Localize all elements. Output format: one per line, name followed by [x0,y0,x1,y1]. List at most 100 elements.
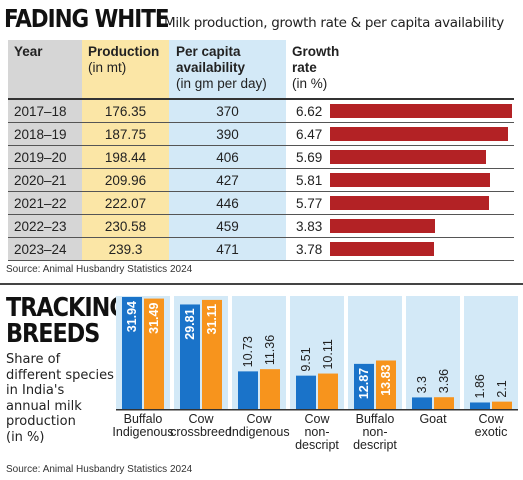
chart-description: Share of different species in India's an… [6,352,116,445]
chart-desc-line: (in %) [6,429,45,445]
header-growth: Growth rate (in %) [292,44,339,92]
year-column-bg [8,40,82,261]
row-production: 198.44 [104,150,147,165]
growth-bar [330,173,490,187]
growth-bar [330,127,508,141]
section-divider [0,283,523,285]
category-panel [464,296,518,409]
value-label-2023: 9.51 [299,347,313,371]
category-label: descript [353,438,397,452]
chart-source: Source: Animal Husbandry Statistics 2024 [6,464,193,475]
chart-desc-line: different species [6,367,114,383]
category-label: exotic [475,425,508,439]
header-production-unit: (in mt) [88,60,127,75]
bar-2024 [318,373,338,409]
row-per-capita: 390 [216,127,239,142]
table-title: FADING WHITE Milk production, growth rat… [4,4,504,38]
row-year: 2021–22 [14,196,67,211]
row-divider [8,145,514,146]
per-capita-column-bg [169,40,286,261]
bar-2024 [260,369,280,409]
row-per-capita: 427 [216,173,239,188]
bar-2023 [354,363,374,409]
row-production: 222.07 [104,196,147,211]
header-per-capita-unit: (in gm per day) [176,76,267,91]
header-growth-unit: (in %) [292,76,328,91]
chart-desc-line: annual milk [6,398,82,414]
header-per-capita-line1: Per capita [176,44,241,59]
category-label: non- [304,425,329,439]
row-growth: 3.78 [296,242,323,257]
category-label: Buffalo [124,412,163,426]
row-growth: 5.69 [296,150,323,165]
bar-2024 [202,299,222,409]
x-axis-line [116,409,518,411]
row-year: 2017–18 [14,104,67,119]
row-growth: 6.62 [296,104,323,119]
category-label: Cow [304,412,330,426]
row-year: 2020–21 [14,173,67,188]
value-label-2024: 2.1 [495,380,509,397]
row-production: 230.58 [104,219,147,234]
category-panel [406,296,460,409]
chart-title-line1: TRACKING [6,293,128,323]
value-label-2023: 12.87 [357,368,371,399]
chart-desc-line: in India's [6,383,65,398]
bar-2023 [470,402,490,409]
growth-bar [330,242,434,256]
bar-2023 [122,297,142,409]
value-label-2023: 1.86 [473,374,487,398]
table-subtitle: Milk production, growth rate & per capit… [164,15,504,31]
value-label-2023: 31.94 [125,301,139,332]
row-per-capita: 446 [216,196,239,211]
value-label-2024: 3.36 [437,369,451,393]
row-year: 2023–24 [14,242,67,257]
category-label: non- [362,425,387,439]
bar-2024 [434,397,454,409]
bar-2023 [180,304,200,409]
row-divider [8,191,514,192]
row-divider [8,122,514,123]
header-year: Year [14,44,43,59]
row-divider [8,214,514,215]
row-production: 209.96 [104,173,147,188]
row-per-capita: 471 [216,242,239,257]
category-label: Cow [188,412,214,426]
row-per-capita: 406 [216,150,239,165]
value-label-2023: 3.3 [415,376,429,393]
chart-title-line2: BREEDS [6,319,100,349]
header-growth-line1: Growth [292,44,340,59]
category-label: Indigenous [112,425,173,439]
value-label-2024: 31.11 [205,304,219,335]
row-production: 187.75 [104,127,147,142]
header-per-capita-line2: availability [176,60,246,75]
chart-desc-line: Share of [6,352,61,367]
row-growth: 3.83 [296,219,323,234]
value-label-2024: 31.49 [147,303,161,334]
header-growth-line2: rate [292,60,317,75]
growth-bar [330,150,487,164]
row-divider [8,237,514,238]
row-divider [8,260,514,261]
row-growth: 5.77 [296,196,323,211]
row-production: 239.3 [108,242,143,257]
value-label-2023: 10.73 [241,336,255,367]
chart-desc-line: production [6,414,76,429]
row-per-capita: 459 [216,219,239,234]
row-growth: 6.47 [296,127,323,142]
value-label-2024: 13.83 [379,364,393,395]
row-year: 2019–20 [14,150,67,165]
category-label: Cow [478,412,504,426]
value-label-2024: 10.11 [321,339,335,369]
category-label: Cow [246,412,272,426]
row-year: 2018–19 [14,127,67,142]
bar-2023 [412,397,432,409]
row-per-capita: 370 [216,104,239,119]
production-column-bg [82,40,169,261]
header-per-capita: Per capita availability (in gm per day) [176,44,267,92]
bar-2024 [376,360,396,409]
row-production: 176.35 [104,104,147,119]
category-label: Goat [419,412,447,426]
category-label: Buffalo [356,412,395,426]
